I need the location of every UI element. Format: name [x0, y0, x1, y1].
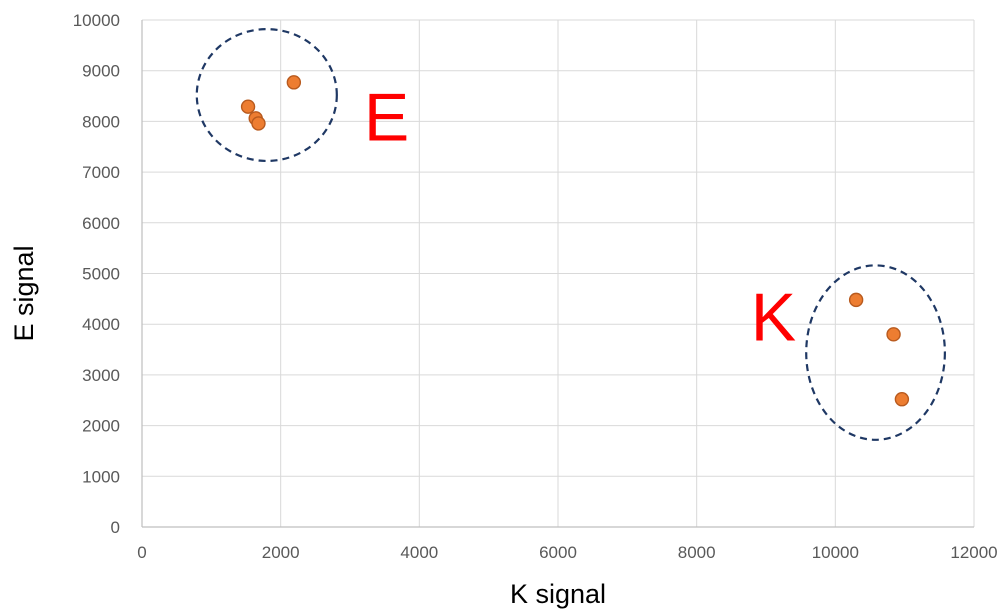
cluster-label-k: K: [751, 280, 796, 356]
y-tick-label: 0: [111, 518, 120, 537]
y-tick-label: 2000: [82, 417, 120, 436]
y-tick-label: 5000: [82, 265, 120, 284]
x-tick-label: 0: [137, 543, 146, 562]
x-tick-labels: 0 2000 4000 6000 8000 10000 12000: [137, 543, 997, 562]
axes: [141, 20, 974, 528]
x-tick-label: 12000: [950, 543, 997, 562]
y-tick-label: 10000: [73, 11, 120, 30]
x-tick-label: 4000: [400, 543, 438, 562]
y-tick-label: 1000: [82, 467, 120, 486]
data-point: [251, 116, 266, 131]
data-point: [848, 292, 864, 308]
x-tick-label: 6000: [539, 543, 577, 562]
data-point: [886, 327, 901, 342]
cluster-label-e: E: [364, 79, 409, 155]
y-tick-label: 9000: [82, 62, 120, 81]
data-point: [286, 75, 302, 90]
y-axis-title: E signal: [9, 245, 39, 341]
y-tick-label: 3000: [82, 366, 120, 385]
x-tick-label: 2000: [262, 543, 300, 562]
data-point: [240, 99, 256, 114]
x-axis-title: K signal: [510, 579, 606, 609]
x-tick-label: 10000: [812, 543, 859, 562]
y-tick-label: 8000: [82, 112, 120, 131]
y-tick-label: 7000: [82, 163, 120, 182]
data-point: [894, 392, 910, 407]
y-tick-label: 4000: [82, 315, 120, 334]
cluster-outline-k: [805, 264, 946, 441]
y-tick-label: 6000: [82, 214, 120, 233]
x-tick-label: 8000: [678, 543, 716, 562]
cluster-labels: EK: [364, 79, 796, 355]
data-points: [240, 75, 910, 407]
cluster-outlines: [195, 28, 946, 441]
cluster-outline-e: [195, 28, 338, 163]
y-tick-labels: 0 1000 2000 3000 4000 5000 6000 7000 8000 9000 100…: [73, 11, 120, 537]
gridlines: [142, 19, 975, 527]
